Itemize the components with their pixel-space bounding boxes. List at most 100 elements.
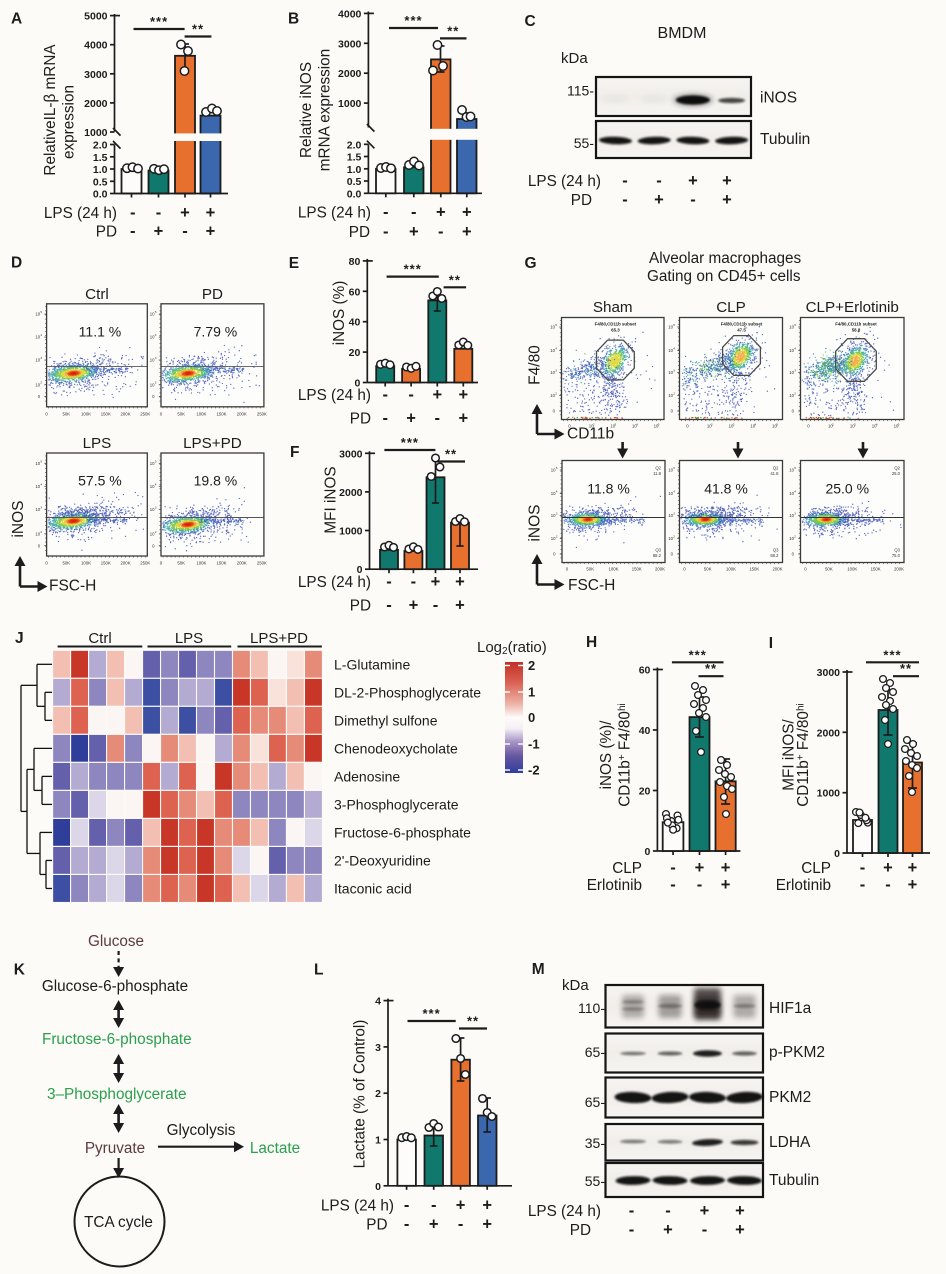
svg-text:10: 10 — [551, 491, 556, 496]
svg-text:4: 4 — [155, 482, 157, 486]
svg-text:2: 2 — [832, 423, 834, 427]
svg-text:0: 0 — [45, 411, 48, 416]
svg-text:-: - — [411, 573, 417, 591]
svg-text:+: + — [721, 859, 731, 877]
svg-text:2'-Deoxyuridine: 2'-Deoxyuridine — [334, 852, 431, 868]
svg-text:-: - — [382, 410, 388, 428]
svg-text:100K: 100K — [608, 567, 618, 572]
svg-text:2: 2 — [556, 535, 558, 539]
svg-text:FSC-H: FSC-H — [568, 577, 615, 594]
svg-text:0: 0 — [354, 378, 360, 390]
svg-text:10: 10 — [551, 513, 556, 518]
svg-text:Tubulin: Tubulin — [760, 131, 810, 148]
svg-text:3: 3 — [556, 512, 558, 516]
svg-text:LPS (24 h): LPS (24 h) — [298, 387, 371, 404]
svg-text:250K: 250K — [257, 561, 267, 566]
svg-text:4: 4 — [636, 423, 638, 427]
svg-text:10: 10 — [668, 468, 673, 473]
svg-text:0: 0 — [375, 1181, 381, 1193]
svg-text:-: - — [383, 204, 389, 222]
svg-text:200K: 200K — [121, 411, 131, 416]
svg-text:+: + — [654, 191, 664, 209]
svg-text:65-: 65- — [585, 1044, 606, 1060]
svg-text:250K: 250K — [140, 561, 150, 566]
svg-text:10: 10 — [789, 348, 794, 353]
svg-text:+: + — [688, 172, 698, 190]
svg-text:3: 3 — [615, 423, 617, 427]
svg-text:-: - — [702, 1221, 708, 1239]
svg-text:CD11b+ F4/80hi: CD11b+ F4/80hi — [617, 703, 634, 807]
svg-text:-: - — [182, 223, 188, 241]
svg-text:0: 0 — [686, 424, 689, 429]
svg-text:+: + — [429, 1216, 439, 1234]
svg-text:+: + — [458, 410, 468, 428]
svg-text:3: 3 — [854, 423, 856, 427]
svg-text:Fructose-6-phosphate: Fructose-6-phosphate — [42, 1031, 192, 1048]
svg-text:Lactate: Lactate — [250, 1140, 300, 1157]
svg-text:250K: 250K — [257, 411, 267, 416]
svg-text:L-Glutamine: L-Glutamine — [334, 656, 410, 672]
svg-text:PD: PD — [570, 1222, 591, 1239]
svg-text:4: 4 — [673, 490, 675, 494]
svg-text:+: + — [722, 191, 732, 209]
svg-text:150K: 150K — [101, 561, 111, 566]
svg-text:10: 10 — [150, 335, 155, 340]
svg-text:iNOS: iNOS — [760, 90, 797, 107]
svg-text:+: + — [409, 223, 419, 241]
svg-text:-: - — [130, 204, 136, 222]
svg-text:-: - — [860, 859, 866, 877]
svg-text:M: M — [532, 961, 545, 978]
svg-text:2: 2 — [40, 381, 42, 385]
svg-text:-2: -2 — [528, 763, 540, 778]
svg-text:BMDM: BMDM — [658, 25, 707, 42]
svg-text:-: - — [629, 1221, 635, 1239]
svg-text:10: 10 — [654, 424, 659, 429]
svg-text:3: 3 — [794, 369, 796, 373]
svg-text:10: 10 — [550, 348, 555, 353]
svg-text:Glucose-6-phosphate: Glucose-6-phosphate — [42, 978, 188, 995]
svg-text:10: 10 — [150, 358, 155, 363]
svg-text:10: 10 — [894, 424, 899, 429]
svg-text:20: 20 — [639, 786, 651, 798]
svg-text:7.79 %: 7.79 % — [194, 323, 238, 339]
svg-text:10: 10 — [632, 424, 637, 429]
svg-text:4: 4 — [794, 347, 796, 351]
svg-text:0: 0 — [792, 409, 795, 414]
svg-text:5: 5 — [673, 466, 675, 470]
svg-text:10: 10 — [789, 513, 794, 518]
svg-text:PD: PD — [571, 192, 592, 209]
svg-text:+: + — [431, 573, 441, 591]
svg-text:Adenosine: Adenosine — [334, 768, 400, 784]
svg-text:1000: 1000 — [339, 526, 363, 538]
svg-text:iNOS (%): iNOS (%) — [331, 281, 348, 346]
svg-text:+: + — [455, 597, 465, 615]
svg-text:3000: 3000 — [339, 448, 363, 460]
svg-text:100K: 100K — [81, 411, 91, 416]
svg-text:Q3: Q3 — [773, 548, 779, 553]
svg-text:10: 10 — [668, 536, 673, 541]
svg-text:Sham: Sham — [593, 299, 633, 316]
svg-text:-: - — [670, 859, 676, 877]
svg-text:10: 10 — [789, 325, 794, 330]
svg-text:2.0: 2.0 — [347, 139, 362, 151]
svg-text:-: - — [622, 172, 628, 190]
svg-text:+: + — [735, 1202, 745, 1220]
svg-text:LPS (24 h): LPS (24 h) — [298, 205, 371, 222]
svg-text:LPS (24 h): LPS (24 h) — [528, 1203, 601, 1220]
svg-text:+: + — [406, 410, 416, 428]
svg-text:**: ** — [449, 272, 461, 287]
svg-text:2: 2 — [528, 658, 535, 673]
svg-text:CD11b: CD11b — [567, 426, 614, 443]
svg-text:10: 10 — [150, 484, 155, 489]
svg-text:80: 80 — [349, 256, 361, 268]
svg-text:10: 10 — [35, 507, 40, 512]
svg-text:3: 3 — [40, 505, 42, 509]
svg-text:10: 10 — [789, 393, 794, 398]
svg-text:55-: 55- — [574, 135, 595, 151]
svg-text:50K: 50K — [177, 411, 185, 416]
svg-text:10: 10 — [550, 370, 555, 375]
svg-text:LDHA: LDHA — [769, 1134, 811, 1151]
svg-text:L: L — [314, 962, 323, 979]
svg-text:0: 0 — [671, 552, 674, 557]
svg-text:4: 4 — [556, 490, 558, 494]
